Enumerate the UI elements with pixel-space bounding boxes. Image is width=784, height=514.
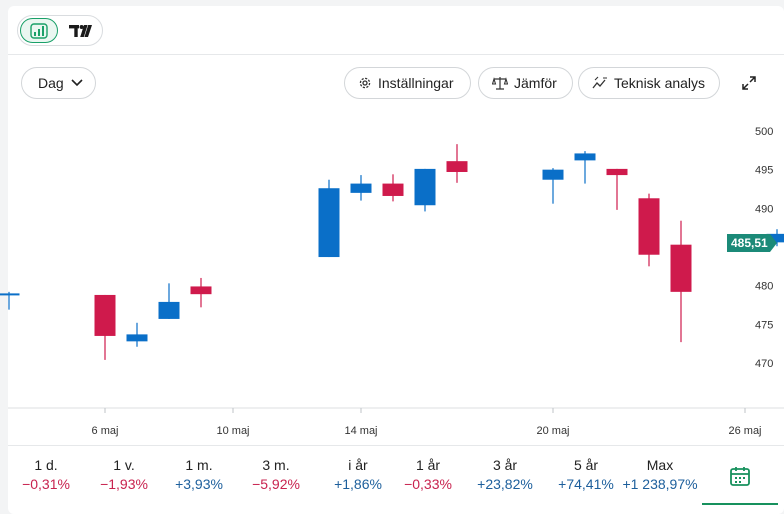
period-label: 1 v.: [113, 457, 135, 473]
candle-body: [574, 153, 596, 161]
candle-body: [158, 301, 180, 319]
candle-up: [126, 322, 148, 347]
last-price-tag: [727, 234, 777, 253]
candle-body: [606, 168, 628, 176]
candle-body: [638, 198, 660, 255]
candlestick-chart: 500 495 490 480 475 470 6 maj 10 maj 14 maj 20 ma…: [0, 126, 784, 437]
interval-label: Dag: [38, 75, 64, 91]
x-tick-label: 14 maj: [344, 425, 377, 437]
candle-body: [126, 334, 148, 342]
last-price-label: 485,51: [731, 236, 768, 250]
technical-analysis-label: Teknisk analys: [614, 75, 706, 91]
candle-body: [542, 169, 564, 180]
candle-body: [350, 183, 372, 193]
candle-up: [766, 229, 784, 247]
period-change: −0,33%: [404, 476, 452, 492]
gear-icon: [359, 77, 371, 89]
bar-chart-icon: [30, 22, 48, 39]
period-change: −5,92%: [252, 476, 300, 492]
candle-body: [94, 294, 116, 336]
y-tick-label: 490: [755, 203, 773, 215]
y-tick-label: 470: [755, 358, 773, 370]
period-3[interactable]: 3 m. −5,92%: [234, 457, 318, 493]
y-tick-label: 495: [755, 165, 773, 177]
period-6[interactable]: 3 år +23,82%: [463, 457, 547, 493]
candle-up: [542, 168, 564, 204]
candle-down: [94, 294, 116, 360]
candle-up: [158, 283, 180, 319]
y-tick-label: 500: [755, 126, 773, 138]
x-tick-label: 10 maj: [216, 425, 249, 437]
period-label: 1 m.: [185, 457, 213, 473]
candle-down: [670, 220, 692, 343]
candle-body: [190, 286, 212, 295]
period-8[interactable]: Max +1 238,97%: [618, 457, 702, 493]
y-tick-label: 480: [755, 281, 773, 293]
scale-icon: [492, 77, 508, 90]
period-label: 3 m.: [262, 457, 290, 473]
period-divider: [8, 445, 784, 446]
calendar-icon: [730, 467, 750, 486]
view-toggle: [17, 15, 103, 46]
candle-body: [670, 244, 692, 292]
candle-down: [382, 174, 404, 202]
chart-view-button[interactable]: [20, 18, 58, 43]
candle-body: [382, 183, 404, 196]
period-4[interactable]: i år +1,86%: [316, 457, 400, 493]
period-change: +1 238,97%: [622, 476, 698, 492]
expand-icon: [742, 76, 756, 90]
candle-up: [0, 291, 20, 310]
tradingview-button[interactable]: [62, 18, 100, 43]
candle-body: [0, 293, 20, 296]
y-tick-label: 475: [755, 319, 773, 331]
chevron-down-icon: [71, 79, 83, 87]
calendar-tab[interactable]: [702, 449, 778, 505]
candle-down: [190, 277, 212, 308]
technical-analysis-button[interactable]: Teknisk analys: [578, 67, 720, 99]
candle-up: [574, 151, 596, 184]
tradingview-logo-icon: [69, 24, 92, 37]
expand-button[interactable]: [740, 74, 758, 92]
candle-up: [350, 175, 372, 201]
x-tick-label: 6 maj: [92, 425, 119, 437]
period-change: +23,82%: [477, 476, 533, 492]
period-label: 1 d.: [34, 457, 58, 473]
period-2[interactable]: 1 m. +3,93%: [157, 457, 241, 493]
period-change: +1,86%: [334, 476, 382, 492]
candle-body: [446, 161, 468, 172]
period-5[interactable]: 1 år −0,33%: [386, 457, 470, 493]
settings-label: Inställningar: [378, 75, 454, 91]
candle-up: [318, 179, 340, 258]
period-change: −0,31%: [22, 476, 70, 492]
period-7[interactable]: 5 år +74,41%: [544, 457, 628, 493]
candle-down: [446, 144, 468, 183]
trend-line-icon: [592, 76, 607, 89]
period-label: 1 år: [415, 457, 441, 473]
period-change: +3,93%: [175, 476, 223, 492]
period-change: −1,93%: [100, 476, 148, 492]
period-0[interactable]: 1 d. −0,31%: [4, 457, 88, 493]
x-tick-label: 26 maj: [728, 425, 761, 437]
candle-up: [414, 168, 436, 212]
compare-label: Jämför: [514, 75, 557, 91]
interval-dropdown[interactable]: Dag: [21, 67, 96, 99]
settings-button[interactable]: Inställningar: [344, 67, 471, 99]
candle-body: [414, 168, 436, 206]
period-change: +74,41%: [558, 476, 614, 492]
period-label: 5 år: [573, 457, 599, 473]
candle-body: [766, 233, 784, 243]
top-divider: [8, 54, 784, 55]
candle-down: [606, 168, 628, 210]
period-label: 3 år: [492, 457, 518, 473]
period-label: i år: [348, 457, 368, 473]
x-tick-label: 20 maj: [536, 425, 569, 437]
period-label: Max: [646, 457, 674, 473]
candle-down: [638, 193, 660, 267]
candle-body: [318, 188, 340, 258]
period-1[interactable]: 1 v. −1,93%: [82, 457, 166, 493]
compare-button[interactable]: Jämför: [478, 67, 573, 99]
